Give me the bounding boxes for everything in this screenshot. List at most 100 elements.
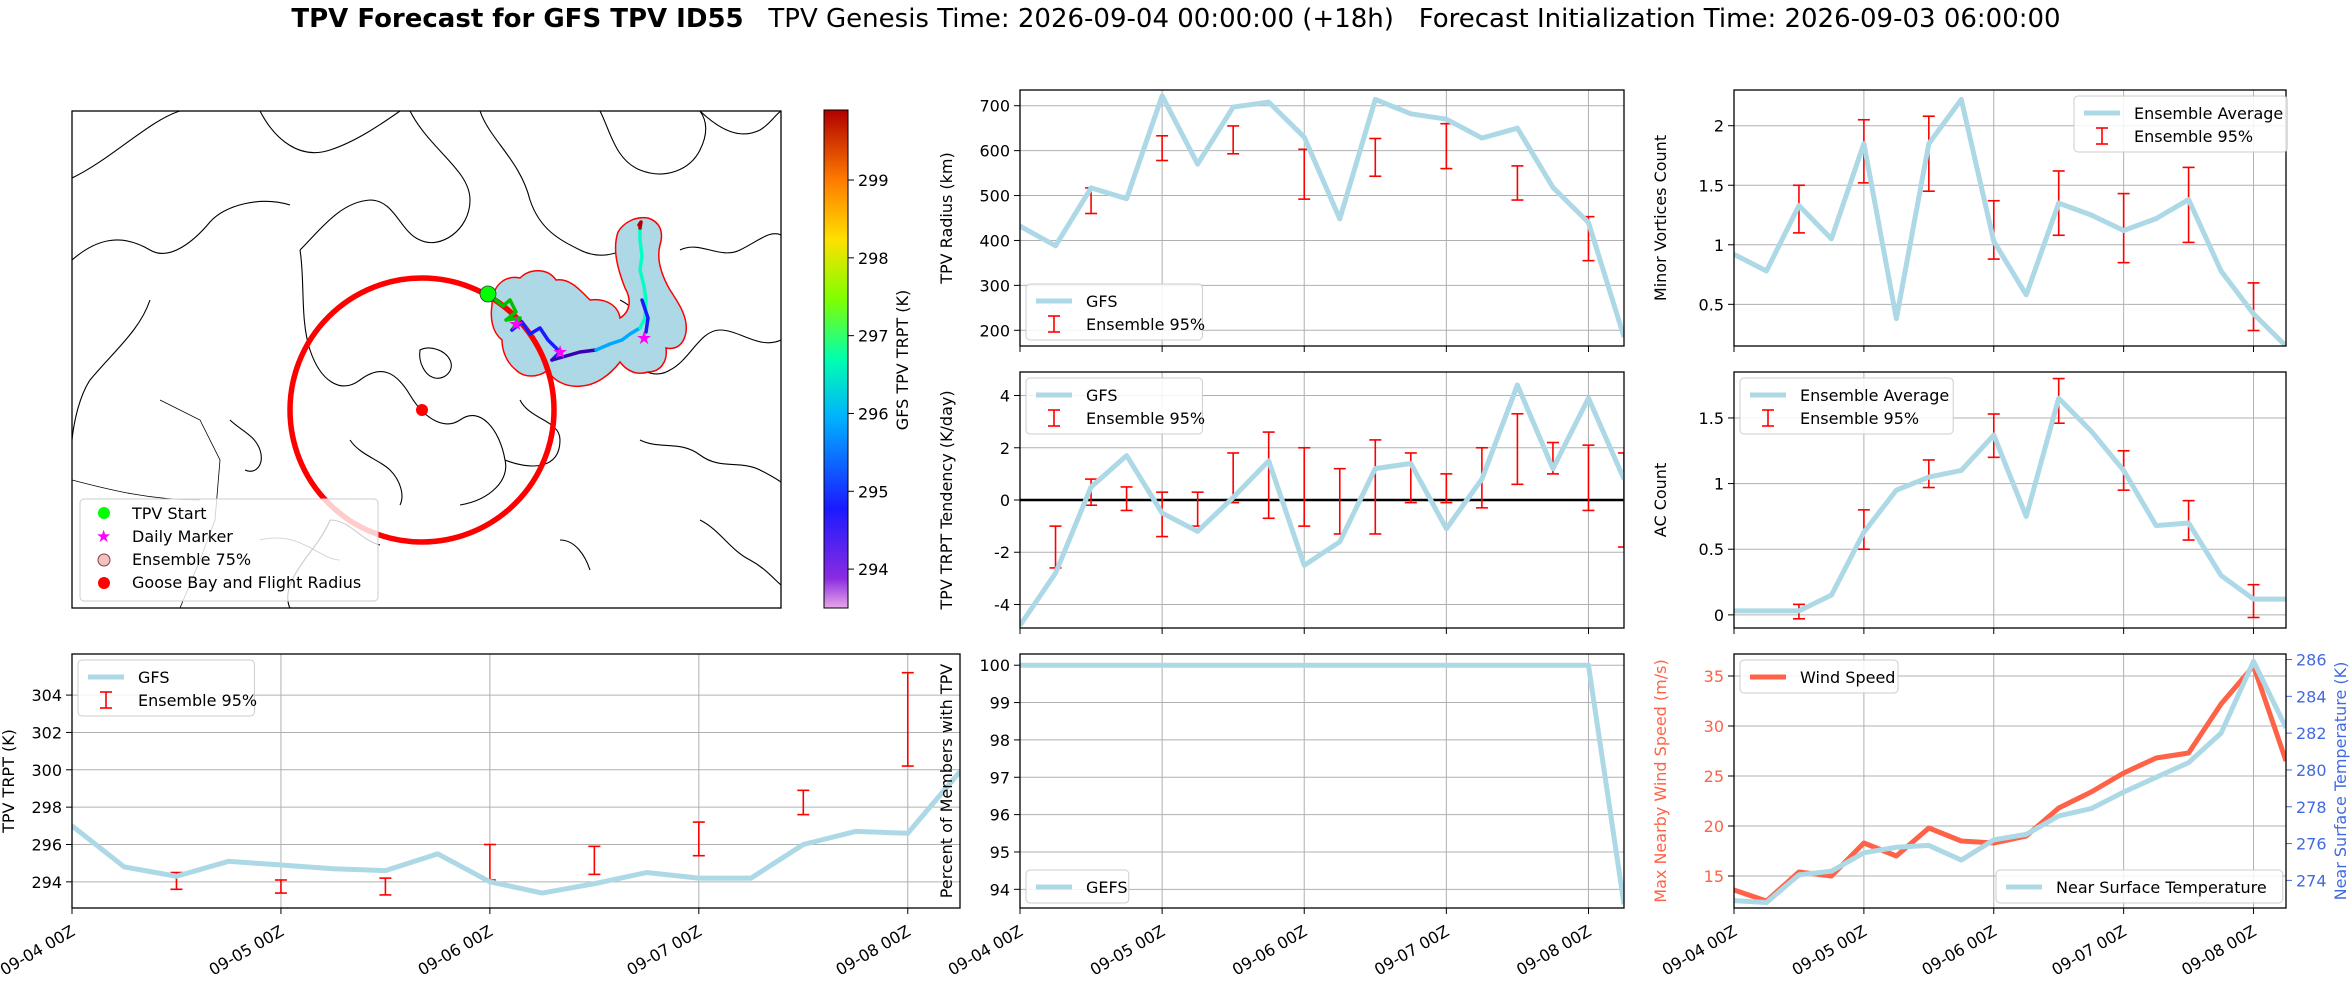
y-axis-label: Percent of Members with TPV xyxy=(937,664,956,898)
axes-frame xyxy=(1733,371,2287,629)
legend-frame xyxy=(1025,283,1203,341)
y2-axis-label: Near Surface Temperature (K) xyxy=(2331,662,2350,901)
map-frame xyxy=(71,110,782,609)
legend-frame xyxy=(1025,869,1130,904)
y2-tick-label: 284 xyxy=(2296,687,2327,706)
axes-frame xyxy=(71,653,961,909)
x-tick-label: 09-04 00Z xyxy=(945,921,1026,979)
map-panel: ★ ★ ★ TPV Start ★ Daily Marker Ensemble … xyxy=(71,109,912,609)
legend-label: Ensemble 95% xyxy=(1086,409,1205,428)
y-tick-label: 302 xyxy=(31,723,62,742)
y-tick-label: 0.5 xyxy=(1699,295,1724,314)
y-tick-label: -2 xyxy=(994,543,1010,562)
series-line xyxy=(1734,97,2286,346)
y-tick-label: 0 xyxy=(1000,491,1010,510)
errorbar xyxy=(274,879,287,894)
y-tick-label: 300 xyxy=(979,276,1010,295)
x-tick-label: 09-08 00Z xyxy=(1513,921,1594,979)
legend-star-icon: ★ xyxy=(96,527,111,547)
y2-tick-label: 274 xyxy=(2296,871,2327,890)
y-tick-label: 4 xyxy=(1000,387,1010,406)
axes-frame xyxy=(1733,653,2287,909)
y-tick-label: 20 xyxy=(1704,817,1724,836)
y-tick-label: 304 xyxy=(31,686,62,705)
colorbar-tick-label: 294 xyxy=(858,560,889,579)
errorbar xyxy=(1922,459,1935,489)
legend: GFS Ensemble 95% xyxy=(77,659,257,717)
plot-area xyxy=(1734,97,2286,346)
chart-tendency: -4 -2 0 2 4 TPV TRPT Tendency (K/day) GFS Ensem… xyxy=(937,371,1625,634)
figure-title-rest: TPV Genesis Time: 2026-09-04 00:00:00 (+… xyxy=(743,4,2061,34)
colorbar-tick-label: 299 xyxy=(858,171,889,190)
series-line xyxy=(1734,663,2286,904)
colorbar-ticks: 294 295 296 297 298 299 xyxy=(848,171,889,579)
legend: Near Surface Temperature xyxy=(1995,869,2284,904)
series-line xyxy=(1734,658,2286,905)
plot-area xyxy=(1020,382,1624,627)
map-legend: TPV Start ★ Daily Marker Ensemble 75% Go… xyxy=(79,498,379,602)
y-tick-label: 0 xyxy=(1714,606,1724,625)
colorbar: 294 295 296 297 298 299 GFS TPV TRPT (K) xyxy=(823,109,912,609)
series-line xyxy=(1734,395,2286,614)
x-tick-label: 09-05 00Z xyxy=(206,921,287,979)
legend: Ensemble Average Ensemble 95% xyxy=(2073,95,2288,153)
errorbar xyxy=(1156,135,1169,162)
plot-area xyxy=(72,671,960,896)
y-tick-label: 99 xyxy=(990,694,1010,713)
x-tick-label: 09-08 00Z xyxy=(2178,921,2259,979)
x-tick-label: 09-07 00Z xyxy=(1371,921,1452,979)
x-tick-label: 09-06 00Z xyxy=(415,921,496,979)
colorbar-tick-label: 295 xyxy=(858,482,889,501)
y-tick-label: 1.5 xyxy=(1699,176,1724,195)
tpv-track xyxy=(488,220,650,362)
legend-label: Ensemble 95% xyxy=(1800,409,1919,428)
colorbar-tick-label: 296 xyxy=(858,404,889,423)
figure-title-bold: TPV Forecast for GFS TPV ID55 xyxy=(291,4,744,34)
legend-label: Ensemble 95% xyxy=(2134,127,2253,146)
y-tick-label: 296 xyxy=(31,836,62,855)
x-tick-label: 09-04 00Z xyxy=(1659,921,1740,979)
y-tick-label: 2 xyxy=(1714,117,1724,136)
figure-title: TPV Forecast for GFS TPV ID55 TPV Genesi… xyxy=(0,4,2352,34)
y-tick-label: 0.5 xyxy=(1699,540,1724,559)
legend: GEFS xyxy=(1025,869,1130,904)
y2-tick-label: 286 xyxy=(2296,651,2327,670)
axes-frame xyxy=(1019,653,1625,909)
errorbar xyxy=(797,789,810,816)
y-tick-label: 98 xyxy=(990,731,1010,750)
errorbar xyxy=(1369,439,1382,535)
y2-tick-label: 282 xyxy=(2296,724,2327,743)
y-tick-label: 294 xyxy=(31,873,62,892)
legend-label: GFS xyxy=(138,668,169,687)
legend-start-label: TPV Start xyxy=(131,504,207,523)
daily-marker-1: ★ xyxy=(508,314,524,335)
y-tick-label: 96 xyxy=(990,806,1010,825)
y-tick-label: 200 xyxy=(979,321,1010,340)
legend: GFS Ensemble 95% xyxy=(1025,283,1205,341)
legend-ensemble-label: Ensemble 75% xyxy=(132,550,251,569)
daily-marker-2: ★ xyxy=(552,342,568,363)
legend-label: Ensemble 95% xyxy=(138,691,257,710)
ensemble-75-region xyxy=(490,216,688,388)
daily-marker-3: ★ xyxy=(636,328,652,349)
x-tick-label: 09-06 00Z xyxy=(1918,921,1999,979)
legend-frame xyxy=(1025,377,1203,435)
plot-area xyxy=(1734,377,2286,620)
y-tick-label: 298 xyxy=(31,798,62,817)
y-tick-label: -4 xyxy=(994,595,1010,614)
y-tick-label: 95 xyxy=(990,843,1010,862)
legend-label: Wind Speed xyxy=(1800,668,1895,687)
colorbar-tick-label: 297 xyxy=(858,327,889,346)
y-tick-label: 400 xyxy=(979,231,1010,250)
axes-frame xyxy=(1019,371,1625,629)
y-tick-label: 30 xyxy=(1704,717,1724,736)
y-tick-label: 300 xyxy=(31,761,62,780)
tpv-start-marker xyxy=(479,285,497,303)
y-tick-label: 1 xyxy=(1714,475,1724,494)
y-tick-label: 600 xyxy=(979,142,1010,161)
y-tick-label: 15 xyxy=(1704,867,1724,886)
y-tick-label: 2 xyxy=(1000,439,1010,458)
legend-label: GFS xyxy=(1086,292,1117,311)
chart-radius: 200 300 400 500 600 700 TPV Radius (km) GFS Ense… xyxy=(937,89,1625,352)
